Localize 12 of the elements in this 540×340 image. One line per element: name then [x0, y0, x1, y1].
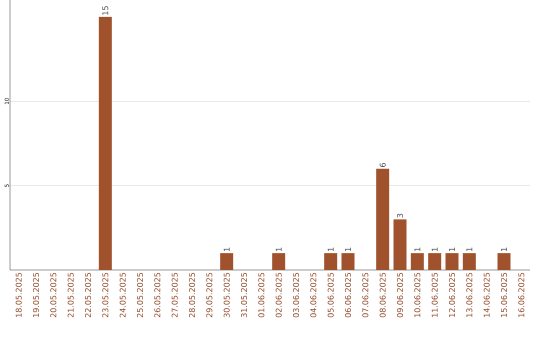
bar: [324, 253, 338, 270]
bar: [428, 253, 442, 270]
bar: [446, 253, 459, 270]
bar: [462, 253, 476, 270]
bar: [376, 168, 390, 270]
bar: [272, 253, 286, 270]
bar: [394, 219, 407, 270]
bar: [98, 16, 112, 270]
bar: [342, 253, 355, 270]
bar: [220, 253, 234, 270]
bar: [498, 253, 511, 270]
bar: [410, 253, 424, 270]
